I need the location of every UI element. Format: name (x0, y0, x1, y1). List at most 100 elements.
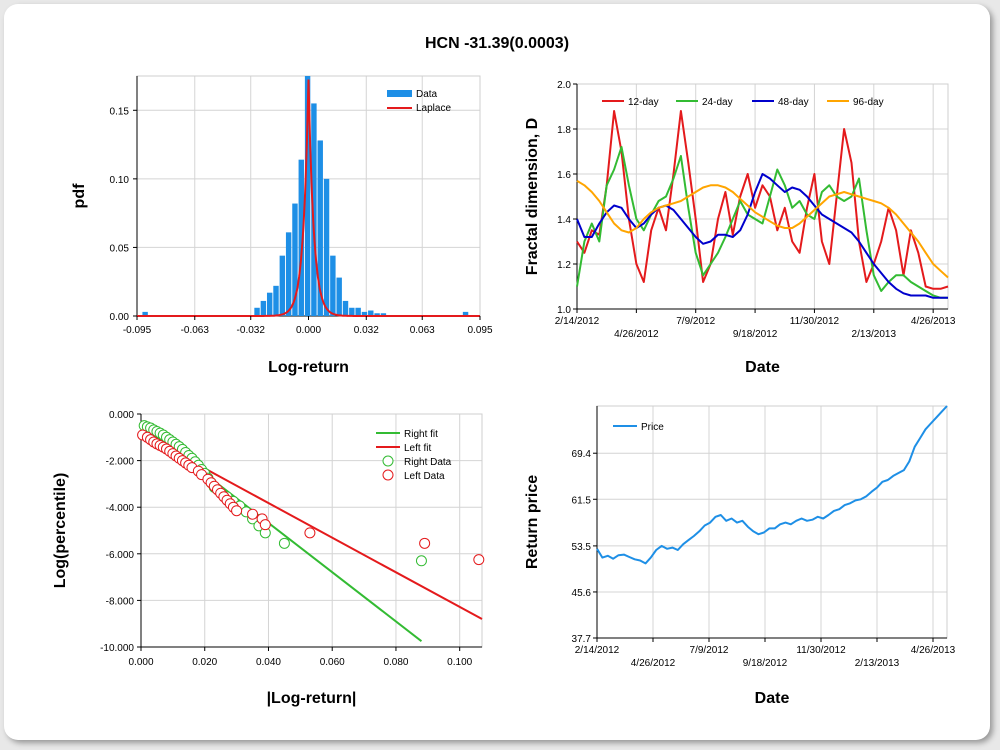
x-axis-label: Date (745, 359, 780, 376)
left-data-point (304, 527, 316, 539)
x-tick-label: 0.040 (256, 657, 281, 668)
y-tick-label: -8.000 (106, 596, 135, 607)
x-tick-label: 7/9/2012 (676, 316, 715, 327)
legend-label-price: Price (641, 422, 664, 433)
x-axis-label: Log-return (268, 359, 349, 376)
y-tick-label: -2.000 (106, 457, 135, 468)
y-tick-label: 1.6 (557, 170, 571, 181)
x-tick-label: 4/26/2013 (911, 645, 956, 656)
figure-title: HCN -31.39(0.0003) (425, 35, 569, 52)
y-tick-label: 0.05 (110, 243, 130, 254)
left-data-point (247, 508, 259, 520)
histogram-bar (336, 277, 342, 316)
legend-label: 12-day (628, 97, 659, 108)
x-tick-label: 2/13/2013 (852, 329, 897, 340)
left-data-point (231, 505, 243, 517)
y-tick-label: 1.0 (557, 305, 571, 316)
legend-label-left-data: Left Data (404, 471, 445, 482)
y-tick-label: 0.10 (110, 175, 130, 186)
y-tick-label: -4.000 (106, 503, 135, 514)
histogram-bar (361, 311, 368, 316)
legend-swatch-right-data (382, 455, 394, 467)
histogram-bar (323, 178, 330, 316)
series-line-price (596, 405, 948, 565)
x-tick-label: 0.032 (354, 325, 379, 336)
x-tick-label: 0.095 (467, 325, 492, 336)
legend-label-right-data: Right Data (404, 457, 452, 468)
y-tick-label: -10.000 (100, 643, 134, 654)
y-tick-label: 0.00 (110, 312, 130, 323)
left-data-point (259, 519, 271, 531)
x-tick-label: 0.060 (320, 657, 345, 668)
x-tick-label: 0.080 (383, 657, 408, 668)
x-tick-label: -0.095 (123, 325, 152, 336)
y-tick-label: 1.8 (557, 125, 571, 136)
right-data-point (278, 537, 290, 549)
legend-label: 24-day (702, 97, 733, 108)
x-axis-label: |Log-return| (267, 690, 357, 707)
histogram-bar (292, 203, 298, 316)
x-tick-label: 4/26/2013 (911, 316, 956, 327)
histogram-bar (266, 292, 273, 316)
x-tick-label: 9/18/2012 (743, 658, 788, 669)
histogram-bar (368, 310, 374, 316)
histogram-bar (349, 307, 355, 316)
y-tick-label: 69.4 (572, 449, 592, 460)
x-tick-label: 2/14/2012 (555, 316, 600, 327)
series-line-96-day (576, 179, 949, 279)
y-tick-label: 1.2 (557, 260, 571, 271)
left-data-point (473, 554, 485, 566)
price-panel: 2/14/2012 7/9/2012 11/30/2012 4/26/2013 4/26… (524, 405, 956, 707)
x-tick-label: 11/30/2012 (796, 645, 846, 656)
y-tick-label: -6.000 (106, 550, 135, 561)
series-line-12-day (576, 110, 949, 290)
y-tick-label: 0.000 (109, 410, 134, 421)
x-tick-label: 0.000 (128, 657, 153, 668)
legend-label-right-fit: Right fit (404, 429, 438, 440)
y-tick-label: 37.7 (572, 634, 592, 645)
x-tick-label: 9/18/2012 (733, 329, 778, 340)
x-tick-label: 0.000 (296, 325, 321, 336)
series-line-24-day (576, 146, 948, 299)
x-tick-label: -0.063 (181, 325, 210, 336)
legend-swatch-data (387, 90, 412, 97)
left-data-point (419, 537, 431, 549)
y-axis-label: pdf (71, 183, 88, 209)
legend-swatch-left-data (382, 469, 394, 481)
y-axis-label: Return price (524, 475, 541, 569)
x-tick-label: 2/14/2012 (575, 645, 620, 656)
tail-fit-panel: 0.000 0.020 0.040 0.060 0.080 0.100 0.000 -2.00… (52, 410, 485, 707)
histogram-bar (355, 307, 361, 316)
histogram-bar (304, 76, 311, 316)
x-tick-label: 0.063 (410, 325, 435, 336)
x-tick-label: 0.020 (192, 657, 217, 668)
histogram-bar (317, 140, 323, 316)
histogram-bar (374, 313, 380, 316)
histogram-panel: -0.095 -0.063 -0.032 0.000 0.032 0.063 0.095 0.… (71, 75, 493, 376)
x-tick-label: 0.100 (447, 657, 472, 668)
legend-label-left-fit: Left fit (404, 443, 431, 454)
y-tick-label: 2.0 (557, 80, 571, 91)
chart-frame: HCN -31.39(0.0003) -0.095 -0.063 -0.032 0.0… (4, 4, 990, 740)
x-tick-label: 2/13/2013 (855, 658, 900, 669)
laplace-fit-line (137, 79, 480, 317)
histogram-bar (254, 307, 260, 316)
x-tick-label: 11/30/2012 (790, 316, 840, 327)
x-tick-label: 7/9/2012 (690, 645, 729, 656)
y-tick-label: 0.15 (110, 106, 130, 117)
plot-border (596, 405, 948, 639)
histogram-bar (142, 311, 148, 316)
x-tick-label: 4/26/2012 (631, 658, 676, 669)
y-axis-label: Log(percentile) (52, 473, 69, 589)
histogram-bar (285, 232, 292, 316)
fractal-dimension-panel: 2/14/2012 7/9/2012 11/30/2012 4/26/2013 4/26… (524, 80, 956, 376)
x-tick-label: -0.032 (237, 325, 266, 336)
legend-label-data: Data (416, 89, 438, 100)
x-tick-label: 4/26/2012 (614, 329, 659, 340)
x-axis-label: Date (755, 690, 790, 707)
plot-border (576, 83, 949, 310)
histogram-bar (330, 255, 336, 316)
legend-label: 48-day (778, 97, 809, 108)
histogram-bar (311, 103, 317, 316)
y-tick-label: 53.5 (572, 542, 592, 553)
